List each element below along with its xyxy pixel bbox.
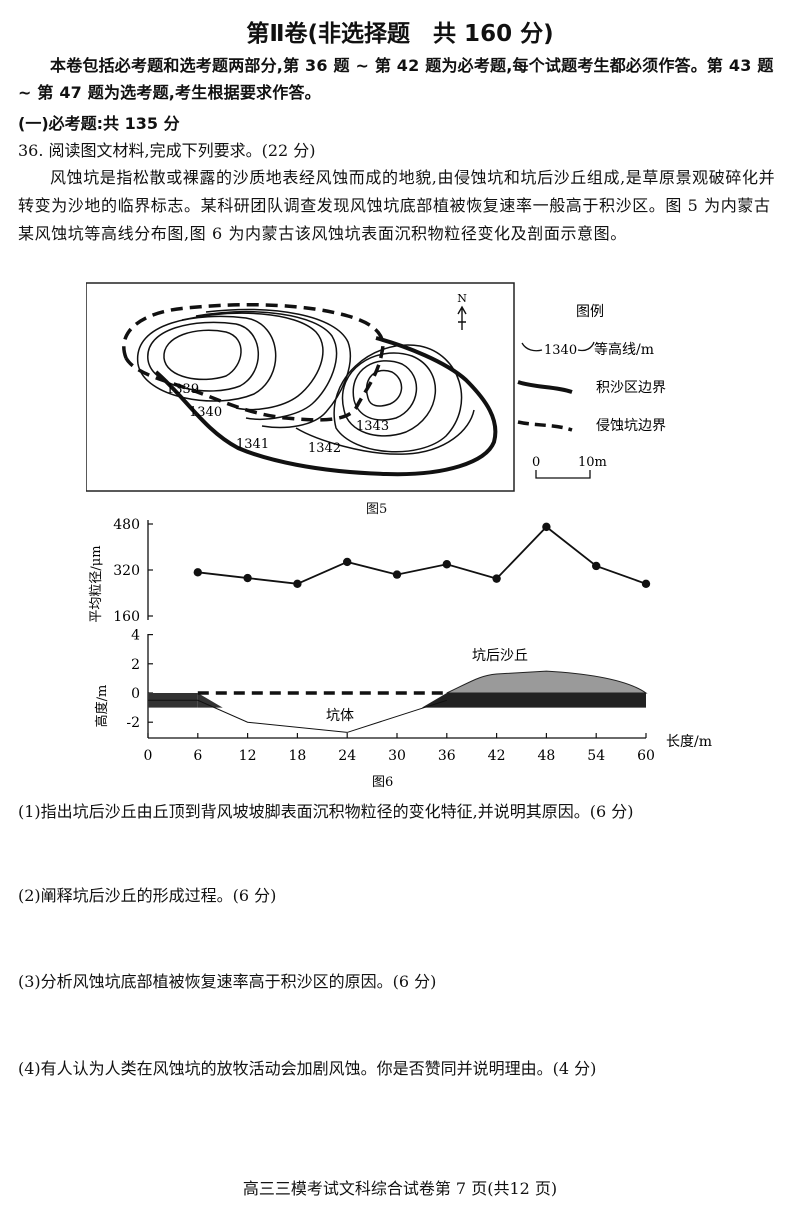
contour-label-1340: 1340	[189, 405, 222, 420]
scale-zero: 0	[532, 455, 540, 470]
grain-size-point	[243, 573, 252, 583]
length-x-tick-label: 0	[144, 748, 153, 764]
question-2: (2)阐释坑后沙丘的形成过程。(6 分)	[18, 886, 277, 905]
length-x-tick-label: 30	[388, 748, 406, 764]
grain-y-tick-label: 160	[113, 609, 140, 625]
scale-label: 10m	[578, 455, 607, 470]
contour-label-1342: 1342	[308, 441, 341, 456]
dune-label: 坑后沙丘	[472, 648, 528, 664]
grain-size-point	[392, 570, 402, 579]
required-section-heading: (一)必考题:共 135 分	[18, 114, 180, 133]
legend-pit-label: 侵蚀坑边界	[596, 417, 666, 434]
grain-size-line	[197, 525, 647, 585]
pit-profile-line	[148, 699, 447, 733]
height-y-tick-label: 2	[131, 657, 140, 673]
question-36-material: 风蚀坑是指松散或裸露的沙质地表经风蚀而成的地貌,由侵蚀坑和坑后沙丘组成,是草原景…	[18, 168, 776, 243]
legend-title: 图例	[576, 304, 604, 320]
legend-pit-boundary: 侵蚀坑边界	[517, 417, 666, 434]
grain-size-point	[343, 557, 352, 567]
north-arrow-icon: N	[457, 292, 467, 330]
length-x-tick-label: 54	[587, 748, 605, 764]
length-x-tick-label: 6	[193, 748, 202, 764]
grain-size-point	[293, 579, 302, 588]
height-y-tick-label: -2	[126, 715, 140, 731]
length-x-tick-label: 24	[338, 748, 356, 764]
height-y-tick-label: 4	[131, 628, 140, 644]
length-x-tick-label: 60	[637, 748, 655, 764]
grain-size-point	[442, 560, 451, 569]
figure-6-caption: 图6	[372, 775, 393, 790]
height-y-tick-label: 0	[131, 686, 140, 702]
contour-label-1343: 1343	[356, 419, 389, 434]
right-sediment-band	[421, 693, 646, 708]
legend-sand-boundary: 积沙区边界	[517, 380, 666, 396]
question-4: (4)有人认为人类在风蚀坑的放牧活动会加剧风蚀。你是否赞同并说明理由。(4 分)	[18, 1059, 597, 1078]
length-axis-label: 长度/m	[666, 734, 712, 750]
height-axis-label: 高度/m	[94, 685, 110, 728]
figure-5-contour-map: 1339 1340 1341 1342 1343 N 图例 1340 等高线/m…	[86, 282, 666, 492]
section-title: 第Ⅱ卷(非选择题 共 160 分)	[246, 21, 554, 47]
length-x-tick-label: 18	[288, 748, 306, 764]
grain-size-point	[641, 579, 651, 588]
legend-contour: 1340 等高线/m	[521, 341, 654, 358]
grain-size-point	[492, 574, 501, 583]
page-footer: 高三三模考试文科综合试卷第 7 页(共12 页)	[242, 1179, 558, 1198]
question-36-heading: 36. 阅读图文材料,完成下列要求。(22 分)	[18, 141, 316, 160]
contour-label-1341: 1341	[236, 437, 269, 452]
grain-y-tick-label: 320	[113, 563, 140, 579]
length-x-tick-label: 36	[438, 748, 456, 764]
length-x-tick-label: 42	[488, 748, 506, 764]
length-x-tick-label: 12	[239, 748, 257, 764]
contour-label-1339: 1339	[166, 382, 199, 397]
dune-area	[446, 670, 648, 694]
grain-size-point	[542, 522, 551, 532]
legend-contour-label: 等高线/m	[594, 341, 654, 358]
north-label: N	[457, 292, 467, 305]
legend-contour-value: 1340	[544, 343, 577, 358]
grain-size-point	[592, 561, 601, 571]
question-3: (3)分析风蚀坑底部植被恢复速率高于积沙区的原因。(6 分)	[18, 972, 437, 991]
left-sediment-edge	[197, 693, 223, 708]
question-1: (1)指出坑后沙丘由丘顶到背风坡坡脚表面沉积物粒径的变化特征,并说明其原因。(6…	[18, 802, 634, 821]
length-x-tick-label: 48	[537, 748, 555, 764]
grain-y-tick-label: 480	[113, 517, 140, 533]
scale-bar: 0 10m	[532, 455, 607, 479]
section-intro: 本卷包括必考题和选考题两部分,第 36 题 ~ 第 42 题为必考题,每个试题考…	[18, 56, 774, 102]
grain-size-point	[193, 568, 202, 577]
figure-5-caption: 图5	[366, 502, 388, 517]
pit-body-label: 坑体	[326, 708, 354, 724]
legend-sand-label: 积沙区边界	[596, 380, 666, 396]
grain-size-axis-label: 平均粒径/μm	[89, 545, 104, 622]
